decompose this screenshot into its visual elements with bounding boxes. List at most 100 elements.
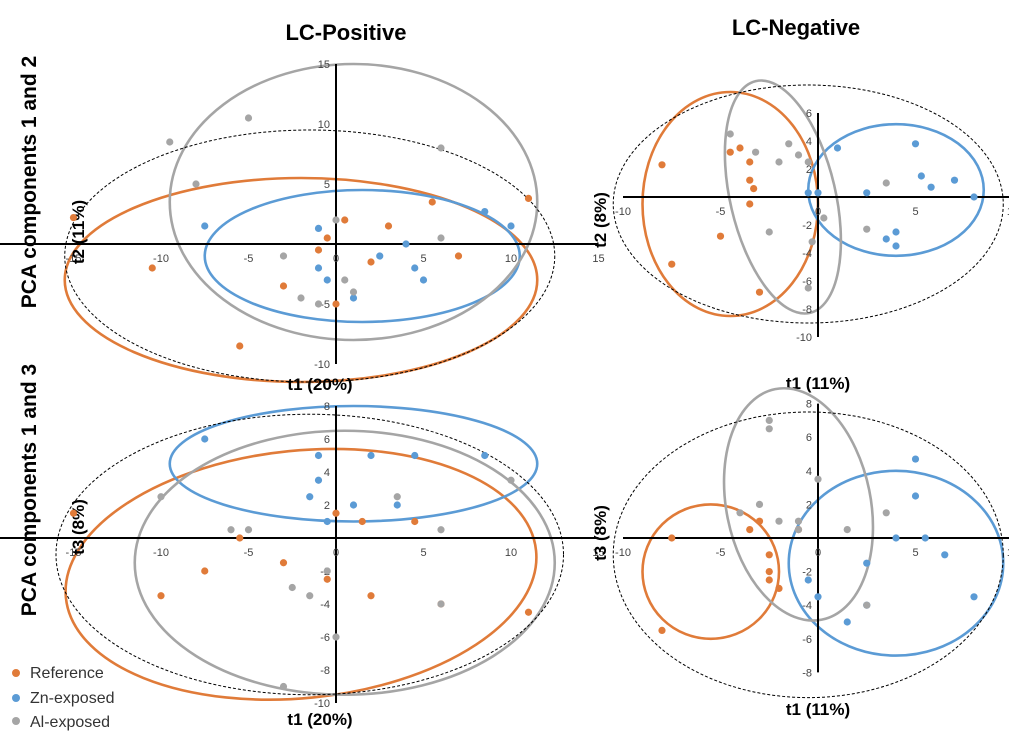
data-point-al-exposed: [736, 509, 744, 517]
data-point-zn-exposed: [201, 222, 209, 230]
data-point-reference: [384, 222, 393, 230]
series-reference: [658, 144, 764, 296]
confidence-ellipse-hotelling-t2: [612, 84, 1004, 324]
series-reference: [69, 509, 533, 616]
x-tick-label: 0: [815, 547, 821, 559]
data-point-reference: [765, 568, 773, 576]
data-point-al-exposed: [244, 114, 253, 122]
y-tick-label: 6: [806, 432, 812, 444]
data-point-zn-exposed: [970, 193, 978, 201]
data-point-al-exposed: [794, 151, 803, 159]
series-zn-exposed: [804, 140, 978, 250]
series-al-exposed: [736, 416, 890, 609]
data-point-al-exposed: [166, 138, 174, 146]
y-tick-label: -10: [314, 698, 330, 710]
data-point-al-exposed: [157, 493, 165, 501]
x-tick-label: 5: [420, 547, 426, 559]
data-point-zn-exposed: [911, 140, 920, 148]
data-point-zn-exposed: [306, 493, 314, 501]
data-point-reference: [358, 517, 366, 526]
data-point-reference: [367, 258, 375, 266]
x-tick-label: 0: [815, 206, 821, 218]
data-point-al-exposed: [804, 284, 812, 292]
data-point-zn-exposed: [843, 618, 851, 626]
x-tick-label: 10: [505, 253, 517, 265]
series-zn-exposed: [804, 455, 978, 626]
data-point-zn-exposed: [411, 451, 419, 460]
x-tick-label: 5: [912, 206, 918, 218]
y-tick-label: 6: [324, 434, 330, 446]
confidence-ellipse-hotelling-t2: [55, 413, 564, 696]
data-point-reference: [746, 200, 754, 208]
y-tick-label: 2: [324, 500, 330, 512]
data-point-zn-exposed: [376, 252, 384, 260]
data-point-al-exposed: [437, 526, 445, 534]
y-tick-label: 15: [318, 59, 330, 71]
confidence-ellipse-zn-exposed: [203, 188, 522, 324]
data-point-zn-exposed: [323, 517, 331, 526]
data-point-zn-exposed: [481, 451, 489, 460]
data-point-al-exposed: [794, 517, 803, 525]
data-point-reference: [658, 626, 666, 635]
data-point-reference: [157, 592, 165, 600]
data-point-reference: [314, 246, 323, 254]
data-point-zn-exposed: [927, 183, 935, 191]
x-tick-label: 15: [592, 547, 604, 559]
data-point-reference: [746, 158, 754, 166]
data-point-al-exposed: [863, 225, 871, 233]
data-point-zn-exposed: [349, 501, 358, 509]
data-point-reference: [736, 144, 744, 152]
data-point-reference: [236, 534, 244, 542]
data-point-zn-exposed: [349, 294, 358, 302]
data-point-al-exposed: [775, 158, 783, 166]
x-tick-label: -10: [153, 547, 169, 559]
data-point-al-exposed: [437, 144, 445, 152]
data-point-reference: [765, 551, 773, 559]
data-point-al-exposed: [349, 288, 358, 296]
x-axis-label: t1 (11%): [786, 374, 850, 393]
data-point-zn-exposed: [917, 172, 925, 180]
data-point-al-exposed: [863, 601, 871, 609]
data-point-reference: [668, 534, 676, 542]
data-point-reference: [454, 252, 463, 260]
data-point-reference: [332, 509, 340, 517]
series-al-exposed: [726, 130, 890, 292]
data-point-al-exposed: [279, 252, 288, 260]
y-tick-label: -8: [802, 667, 812, 679]
data-point-al-exposed: [765, 228, 773, 236]
data-point-reference: [428, 198, 436, 206]
series-zn-exposed: [201, 208, 515, 302]
y-tick-label: 2: [806, 499, 812, 511]
data-point-zn-exposed: [411, 264, 419, 272]
data-point-reference: [201, 567, 209, 575]
data-point-reference: [746, 176, 754, 184]
legend-marker-zn-exposed: [12, 694, 20, 702]
data-point-reference: [755, 517, 764, 525]
y-tick-label: -6: [802, 276, 812, 288]
data-point-reference: [750, 185, 758, 193]
x-tick-label: 0: [333, 253, 339, 265]
data-point-zn-exposed: [314, 264, 323, 272]
x-tick-label: -5: [244, 547, 254, 559]
data-point-zn-exposed: [892, 534, 900, 542]
data-point-zn-exposed: [863, 559, 871, 567]
series-reference: [658, 517, 803, 635]
data-point-al-exposed: [765, 425, 773, 433]
x-tick-label: -15: [66, 547, 82, 559]
data-point-al-exposed: [814, 475, 822, 483]
data-point-reference: [236, 342, 244, 350]
data-point-zn-exposed: [892, 228, 900, 236]
chart-panel-4: -10 -5 0 5 10 -8 -6 -4 -2 2 4 6 8 t1 (11%) t3 (8%): [591, 386, 1009, 719]
series-zn-exposed: [201, 435, 489, 526]
data-point-al-exposed: [752, 148, 760, 156]
y-tick-label: -6: [320, 632, 330, 644]
data-point-al-exposed: [192, 180, 200, 188]
data-point-reference: [658, 161, 666, 169]
data-point-reference: [668, 260, 676, 268]
data-point-zn-exposed: [814, 593, 822, 601]
data-point-al-exposed: [244, 526, 253, 534]
legend-label-reference: Reference: [30, 665, 104, 682]
